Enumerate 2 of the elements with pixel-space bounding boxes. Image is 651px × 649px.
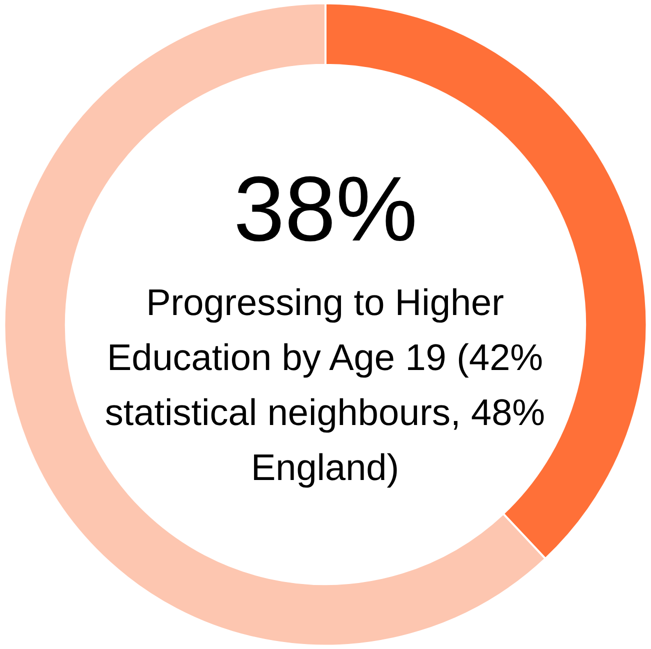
data-label: 38% (233, 158, 418, 260)
text: Progressing to Higher Education by Age 19 (42% statistical neighbours, 48% England) (104, 281, 546, 490)
